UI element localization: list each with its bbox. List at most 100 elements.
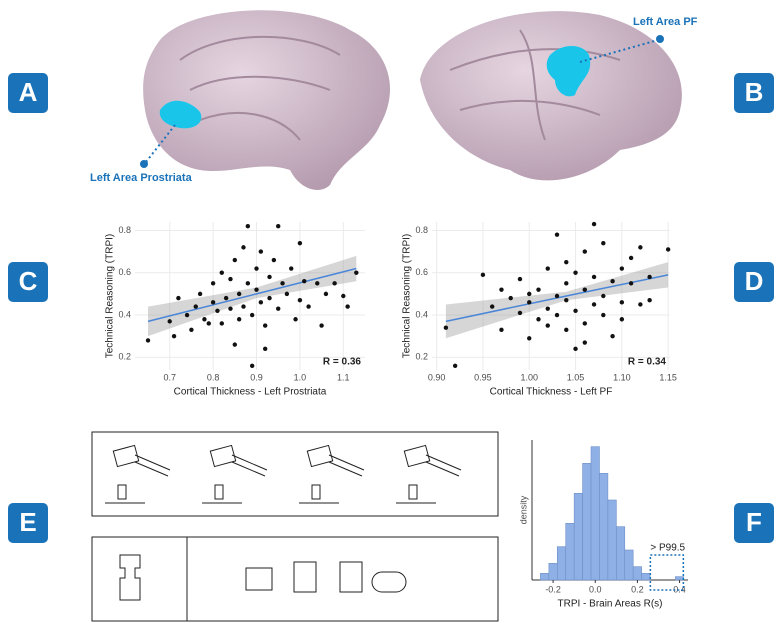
bar <box>607 499 617 581</box>
panel-label: D <box>745 266 764 296</box>
brain-lateral <box>420 11 682 181</box>
point <box>232 342 238 347</box>
point <box>499 287 504 292</box>
point <box>315 281 320 286</box>
point <box>610 333 615 339</box>
point <box>647 274 652 280</box>
x-axis-label: Cortical Thickness - Left PF <box>490 387 613 398</box>
point <box>189 327 194 333</box>
point <box>610 279 615 284</box>
point <box>591 221 597 227</box>
x-tick-label: 1.1 <box>337 372 350 382</box>
highlight-box <box>649 554 685 591</box>
y-tick-label: 0.8 <box>118 225 131 235</box>
point <box>319 323 324 328</box>
confidence-band <box>148 255 357 337</box>
bar <box>624 549 634 581</box>
point <box>249 363 255 368</box>
point <box>306 304 311 309</box>
point <box>536 287 541 292</box>
point <box>254 266 259 271</box>
point <box>638 302 643 307</box>
point <box>582 287 588 292</box>
point <box>564 259 569 265</box>
point <box>236 291 242 297</box>
brain-label: Left Area PF <box>633 16 698 28</box>
panel-label: E <box>19 507 36 537</box>
point <box>638 245 643 250</box>
x-tick-label: 0.90 <box>428 372 446 382</box>
point <box>354 270 359 275</box>
panel-badge <box>734 73 774 113</box>
point <box>554 293 560 299</box>
point <box>293 317 298 322</box>
brain-label: Left Area Prostriata <box>90 172 193 184</box>
point <box>601 312 606 318</box>
point <box>249 312 255 318</box>
point <box>601 240 606 246</box>
point <box>536 317 541 322</box>
point <box>554 312 560 318</box>
x-tick-label: -0.2 <box>545 584 561 594</box>
bar <box>632 566 642 581</box>
point <box>267 274 272 280</box>
point <box>582 321 588 326</box>
panel-badge <box>8 503 48 543</box>
y-tick-label: 0.4 <box>415 309 428 319</box>
panel-label: C <box>19 266 38 296</box>
point <box>508 295 513 301</box>
x-tick-label: 1.00 <box>520 372 538 382</box>
point <box>197 291 203 297</box>
point <box>236 317 242 322</box>
bar <box>599 473 609 581</box>
point <box>619 266 625 271</box>
point <box>262 346 268 352</box>
x-tick-label: 1.15 <box>659 372 677 382</box>
point <box>564 327 569 333</box>
tool-drawings <box>91 431 499 622</box>
point <box>545 306 550 311</box>
point <box>591 302 597 307</box>
brain-medial <box>140 10 390 190</box>
point <box>219 321 224 326</box>
y-tick-label: 0.6 <box>415 267 428 277</box>
point <box>628 281 634 286</box>
point <box>289 266 294 271</box>
point <box>241 304 246 309</box>
x-tick-label: 1.0 <box>294 372 307 382</box>
point <box>302 279 307 284</box>
point <box>582 249 588 254</box>
point <box>167 319 172 324</box>
panel-label: F <box>746 507 762 537</box>
x-tick-label: 0.95 <box>474 372 492 382</box>
point <box>171 333 177 339</box>
y-tick-label: 0.2 <box>415 352 428 362</box>
panel-badge <box>734 503 774 543</box>
bar <box>582 463 592 581</box>
x-axis-label: Cortical Thickness - Left Prostriata <box>174 387 327 398</box>
x-tick-label: 0.4 <box>673 584 686 594</box>
point <box>176 295 181 301</box>
y-tick-label: 0.8 <box>415 225 428 235</box>
y-axis-label: Technical Reasoning (TRPI) <box>105 234 116 359</box>
point <box>145 338 151 343</box>
point <box>245 224 251 229</box>
annotation: > P99.5 <box>650 543 685 554</box>
bar <box>548 563 558 581</box>
y-tick-label: 0.4 <box>118 309 131 319</box>
point <box>564 281 569 286</box>
plot-bg <box>432 222 670 370</box>
point <box>527 336 532 341</box>
point <box>297 240 303 246</box>
panel-label: A <box>19 77 38 107</box>
point <box>345 304 350 309</box>
point <box>228 276 233 282</box>
point <box>332 281 337 286</box>
point <box>215 308 220 313</box>
point <box>480 272 486 278</box>
point <box>628 255 634 261</box>
point <box>601 293 606 299</box>
point <box>647 298 652 303</box>
bar <box>675 576 685 581</box>
point <box>184 312 190 318</box>
